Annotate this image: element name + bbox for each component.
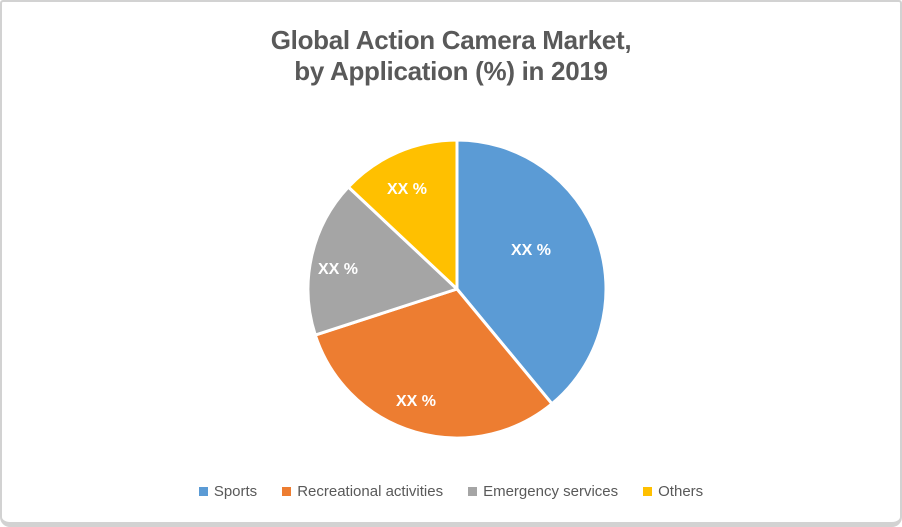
legend-swatch-emergency-services [468,487,478,496]
legend-label-others: Others [658,483,704,500]
slice-label-others: XX % [387,181,427,198]
legend-swatch-recreational-activities [282,487,292,496]
chart-title-line-2: by Application (%) in 2019 [294,56,608,86]
pie-slice-sports[interactable] [455,138,608,406]
legend-label-recreational-activities: Recreational activities [297,483,444,500]
slice-label-recreational-activities: XX % [396,393,436,410]
legend-item-recreational-activities[interactable]: Recreational activities [282,483,443,500]
slice-label-emergency-services: XX % [318,261,358,278]
legend-label-sports: Sports [213,483,258,500]
slice-label-sports: XX % [511,242,551,259]
legend: Sports Recreational activities Emergency… [2,483,900,500]
legend-swatch-others [643,487,653,496]
pie-slice-emergency-services[interactable] [306,185,459,337]
legend-label-emergency-services: Emergency services [483,483,619,500]
pie-slice-others[interactable] [346,138,459,291]
legend-swatch-sports [198,487,208,496]
legend-item-others[interactable]: Others [643,483,703,500]
legend-item-sports[interactable]: Sports [198,483,258,500]
chart-title-line-1: Global Action Camera Market, [270,25,632,55]
pie-slice-recreational-activities[interactable] [313,287,554,440]
legend-item-emergency-services[interactable]: Emergency services [468,483,618,500]
chart-title: Global Action Camera Market, by Applicat… [2,25,900,87]
